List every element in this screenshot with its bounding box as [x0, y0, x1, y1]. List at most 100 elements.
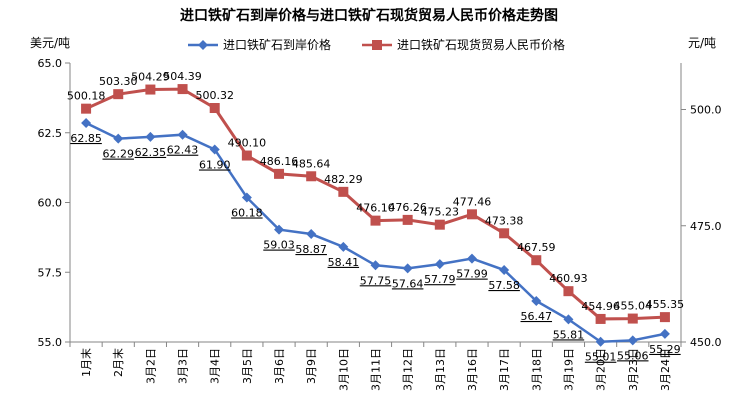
- x-tick-label: 3月17日: [498, 348, 511, 391]
- right-tick-label: 475.0: [690, 220, 722, 233]
- rmb-point: [177, 84, 188, 95]
- rmb-point: [627, 313, 638, 324]
- rmb-point: [370, 215, 381, 226]
- cif-data-label: 55.01: [585, 351, 617, 364]
- rmb-data-label: 485.64: [292, 157, 331, 170]
- cif-point: [113, 133, 124, 144]
- cif-point: [241, 192, 252, 203]
- x-tick-label: 3月11日: [370, 348, 383, 391]
- legend-label-cif: 进口铁矿石到岸价格: [223, 37, 331, 52]
- rmb-data-label: 473.38: [485, 214, 524, 227]
- x-tick-label: 3月4日: [209, 348, 222, 384]
- rmb-point: [466, 209, 477, 220]
- x-tick-label: 3月16日: [466, 348, 479, 391]
- rmb-data-label: 476.26: [388, 201, 427, 214]
- cif-data-label: 62.35: [135, 146, 167, 159]
- rmb-data-label: 455.35: [646, 298, 685, 311]
- legend-marker-cif: [198, 40, 208, 50]
- cif-point: [531, 295, 542, 306]
- x-tick-label: 3月6日: [273, 348, 286, 384]
- cif-point: [499, 265, 510, 276]
- x-tick-label: 3月23日: [627, 348, 640, 391]
- x-tick-label: 3月19日: [562, 348, 575, 391]
- x-tick-label: 3月12日: [402, 348, 415, 391]
- rmb-point: [338, 186, 349, 197]
- axes: 55.0 57.5 60.0 62.5 65.0 450.0 475.0 500.0 1月末 2月…: [38, 57, 722, 391]
- cif-data-label: 57.64: [392, 277, 424, 290]
- rmb-data-label: 500.18: [67, 90, 106, 103]
- cif-data-label: 60.18: [231, 206, 263, 219]
- cif-data-label: 55.29: [649, 343, 681, 356]
- rmb-data-label: 504.29: [131, 71, 170, 84]
- x-tick-label: 3月2日: [144, 348, 157, 384]
- cif-point: [595, 336, 606, 347]
- chart-title: 进口铁矿石到岸价格与进口铁矿石现货贸易人民币价格走势图: [180, 7, 558, 24]
- left-tick-label: 60.0: [38, 197, 63, 210]
- cif-point: [563, 314, 574, 325]
- cif-data-label: 62.85: [70, 132, 102, 145]
- legend: 进口铁矿石到岸价格 进口铁矿石现货贸易人民币价格: [188, 37, 565, 52]
- rmb-data-label: 475.23: [421, 206, 460, 219]
- rmb-point: [241, 150, 252, 161]
- rmb-data-label: 490.10: [228, 137, 267, 150]
- rmb-point: [145, 84, 156, 95]
- cif-point: [145, 131, 156, 142]
- cif-point: [177, 129, 188, 140]
- cif-data-label: 57.79: [424, 273, 456, 286]
- rmb-data-label: 500.32: [195, 89, 234, 102]
- x-tick-label: 3月13日: [434, 348, 447, 391]
- cif-point: [81, 117, 92, 128]
- rmb-data-label: 482.29: [324, 173, 363, 186]
- cif-point: [338, 241, 349, 252]
- cif-data-label: 57.75: [360, 274, 392, 287]
- rmb-point: [209, 103, 220, 114]
- x-tick-label: 3月3日: [177, 348, 190, 384]
- x-tick-label: 3月24日: [659, 348, 672, 391]
- x-tick-label: 3月20日: [595, 348, 608, 391]
- left-tick-label: 57.5: [38, 266, 63, 279]
- left-tick-label: 55.0: [38, 336, 63, 349]
- rmb-data-label: 454.96: [581, 300, 620, 313]
- rmb-point: [274, 168, 285, 179]
- x-tick-label: 2月末: [111, 348, 125, 377]
- cif-point: [274, 224, 285, 235]
- rmb-data-label: 504.39: [163, 70, 202, 83]
- cif-point: [209, 144, 220, 155]
- cif-data-label: 62.43: [167, 144, 199, 157]
- cif-data-label: 58.87: [295, 243, 327, 256]
- rmb-data-label: 467.59: [517, 241, 556, 254]
- rmb-point: [563, 286, 574, 297]
- legend-marker-rmb: [372, 40, 382, 50]
- rmb-data-label: 477.46: [453, 195, 492, 208]
- rmb-point: [434, 219, 445, 230]
- rmb-point: [306, 171, 317, 182]
- cif-point: [434, 259, 445, 270]
- left-tick-label: 62.5: [38, 127, 63, 140]
- rmb-point: [499, 228, 510, 239]
- cif-data-label: 55.06: [617, 349, 649, 362]
- x-tick-label: 3月18日: [530, 348, 543, 391]
- x-tick-label: 3月9日: [305, 348, 318, 384]
- cif-data-label: 62.29: [102, 148, 134, 161]
- rmb-point: [659, 312, 670, 323]
- cif-point: [402, 263, 413, 274]
- cif-point: [370, 260, 381, 271]
- rmb-point: [113, 89, 124, 100]
- cif-point: [466, 253, 477, 264]
- left-axis-unit: 美元/吨: [30, 36, 70, 50]
- rmb-point: [402, 214, 413, 225]
- cif-data-label: 57.58: [488, 279, 520, 292]
- cif-point: [306, 229, 317, 240]
- rmb-data-label: 476.10: [356, 202, 395, 215]
- right-tick-label: 450.0: [690, 336, 722, 349]
- rmb-data-label: 503.30: [99, 75, 138, 88]
- cif-point: [627, 335, 638, 346]
- right-axis-unit: 元/吨: [688, 36, 716, 50]
- cif-data-label: 59.03: [263, 239, 295, 252]
- legend-label-rmb: 进口铁矿石现货贸易人民币价格: [397, 37, 565, 52]
- left-tick-label: 65.0: [38, 57, 63, 70]
- right-tick-label: 500.0: [690, 104, 722, 117]
- rmb-point: [531, 255, 542, 266]
- cif-data-label: 57.99: [456, 268, 488, 281]
